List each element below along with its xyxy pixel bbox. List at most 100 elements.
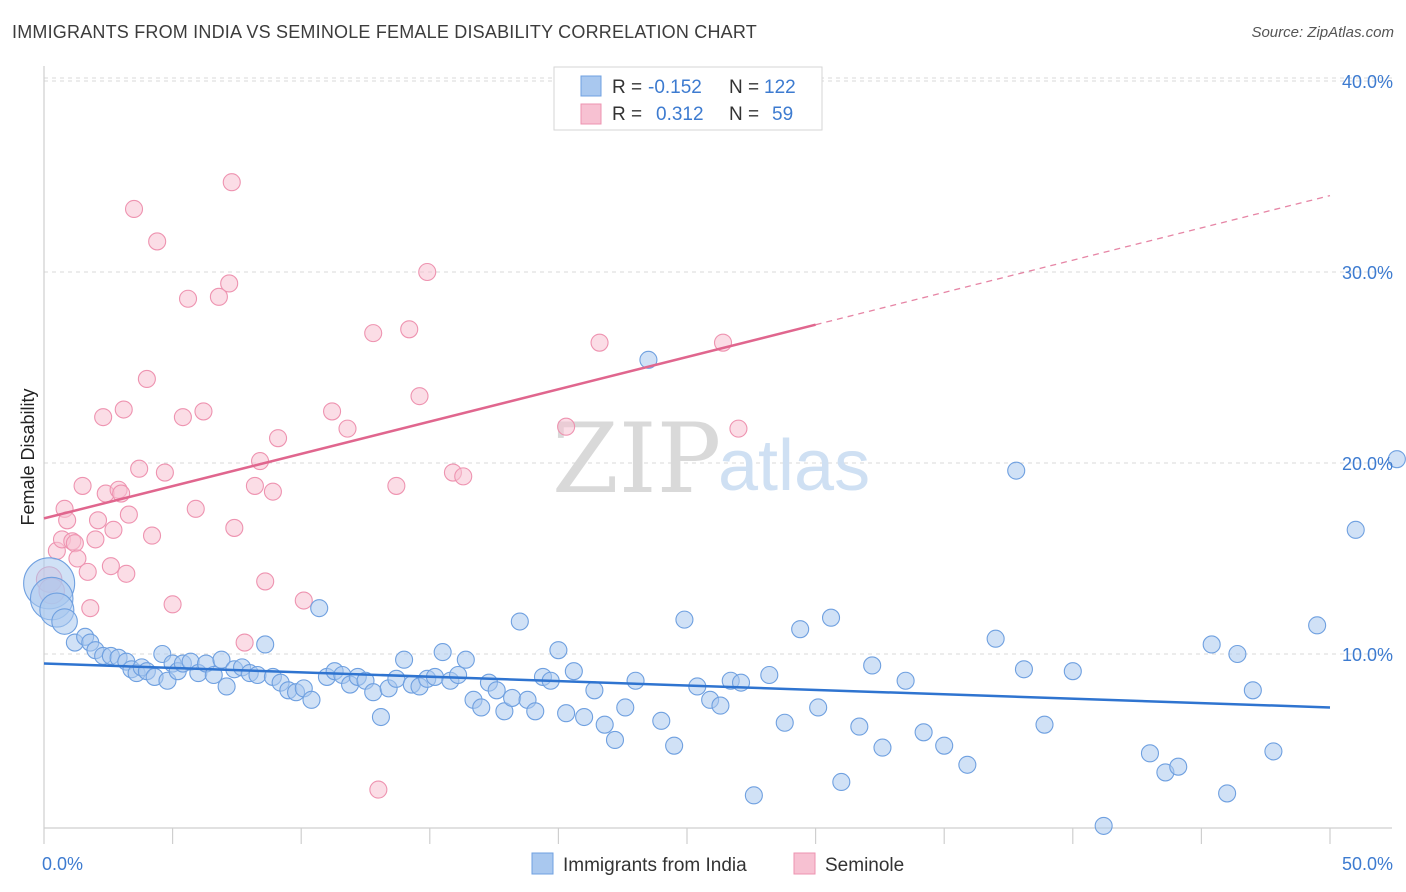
seminole-point (186, 499, 205, 518)
legend-india-label[interactable]: Immigrants from India (563, 855, 747, 876)
seminole-point (369, 780, 388, 799)
india-point (665, 736, 684, 755)
stats-legend-pink-swatch (580, 103, 602, 125)
stats-r-label-blue: R = (612, 77, 642, 98)
seminole-point (94, 408, 113, 427)
seminole-point (387, 476, 406, 495)
india-point (433, 643, 452, 662)
seminole-point (294, 591, 313, 610)
seminole-point (88, 511, 108, 530)
seminole-point (78, 562, 97, 581)
india-point (760, 665, 779, 685)
seminole-point (119, 505, 138, 524)
stats-legend: R = -0.152 N = 122 R = 0.312 N = 59 (553, 66, 823, 131)
india-point (744, 786, 763, 805)
india-point (204, 665, 223, 685)
india-point (626, 671, 645, 690)
india-point (1228, 644, 1247, 664)
india-point (1014, 660, 1033, 679)
seminole-point (222, 173, 241, 192)
india-point (302, 690, 321, 709)
india-point (914, 723, 933, 742)
seminole-point (338, 419, 357, 438)
seminole-point (323, 402, 342, 421)
seminole-point (68, 549, 87, 568)
stats-n-label-pink: N = (729, 104, 759, 125)
y-axis-title: Female Disability (18, 388, 38, 525)
seminole-point (729, 419, 748, 438)
seminole-point (256, 572, 275, 591)
india-point (526, 702, 545, 721)
india-point (510, 612, 529, 631)
legend-seminole-label[interactable]: Seminole (825, 855, 904, 876)
seminole-point (114, 400, 133, 419)
y-tick-label: 10.0% (1342, 645, 1393, 665)
stats-n-value-pink: 59 (772, 104, 793, 125)
seminole-point (557, 417, 576, 436)
india-point (935, 736, 954, 755)
seminole-point (124, 199, 144, 219)
seminole-point (269, 429, 288, 448)
watermark-zip: ZIP (552, 403, 721, 515)
india-point (896, 671, 915, 690)
india-point (217, 677, 236, 696)
india-point (791, 620, 810, 639)
stats-legend-blue-swatch (580, 75, 602, 97)
seminole-point (86, 530, 105, 549)
india-point (503, 688, 522, 707)
india-point (595, 715, 614, 734)
seminole-point (454, 467, 473, 486)
stats-r-value-pink: 0.312 (656, 104, 704, 125)
seminole-point (590, 333, 609, 352)
seminole-point (225, 518, 244, 537)
india-point (1264, 742, 1283, 761)
india-point (1308, 616, 1327, 635)
india-point (371, 707, 390, 727)
india-point (310, 599, 329, 618)
india-point (256, 635, 275, 654)
y-tick-label: 30.0% (1342, 263, 1393, 283)
india-point (387, 669, 406, 688)
seminole-trend-line (43, 323, 816, 520)
india-point (711, 696, 730, 715)
seminole-point (81, 599, 100, 618)
india-point (863, 656, 882, 675)
axes (43, 66, 1392, 844)
seminole-point (65, 534, 84, 553)
india-point (986, 629, 1005, 648)
india-point (1063, 662, 1082, 681)
seminole-point (173, 408, 192, 427)
india-point (1169, 757, 1188, 776)
india-point (549, 641, 568, 660)
seminole-point (400, 320, 419, 339)
seminole-point (245, 476, 264, 495)
india-point (456, 650, 475, 669)
stats-r-value-blue: -0.152 (648, 77, 702, 98)
india-point (585, 681, 604, 700)
seminole-point (235, 633, 254, 652)
india-point (873, 738, 892, 757)
india-point (832, 772, 851, 792)
india-point (1243, 681, 1262, 700)
india-point (472, 698, 491, 717)
india-point (248, 665, 267, 685)
seminole-trend-line-dashed (815, 194, 1331, 326)
seminole-point (117, 564, 136, 583)
source-label[interactable]: Source: ZipAtlas.com (1251, 24, 1394, 41)
x-tick-label: 0.0% (42, 854, 83, 874)
watermark-atlas: atlas (718, 426, 870, 506)
seminole-point (137, 369, 156, 389)
seminole-point (410, 387, 429, 406)
india-point (1387, 450, 1406, 469)
stats-n-label-blue: N = (729, 77, 759, 98)
seminole-point (163, 595, 182, 614)
seminole-point (263, 482, 282, 501)
stats-r-label-pink: R = (612, 104, 642, 125)
india-point (850, 717, 869, 736)
legend-seminole-swatch (793, 852, 816, 875)
india-point (487, 681, 506, 700)
seminole-point (148, 232, 167, 251)
seminole-point (364, 324, 383, 343)
india-point (652, 711, 671, 730)
